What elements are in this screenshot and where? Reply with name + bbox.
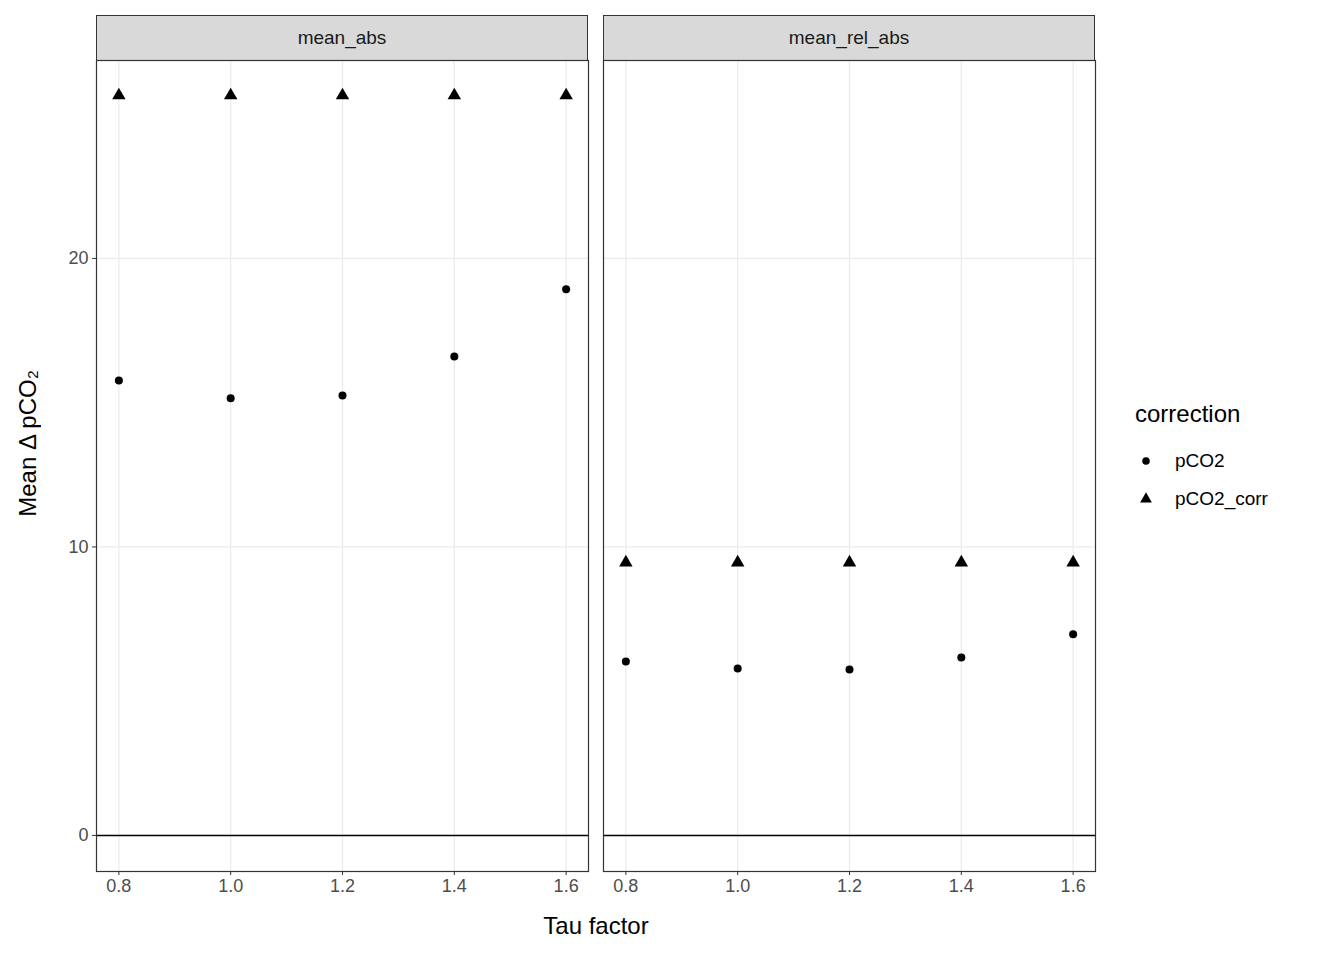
svg-text:1.0: 1.0 — [725, 876, 750, 896]
svg-text:1.6: 1.6 — [554, 876, 579, 896]
svg-text:10: 10 — [68, 537, 88, 557]
svg-text:1.2: 1.2 — [837, 876, 862, 896]
html-text:pCO2_corr: pCO2_corr — [1175, 488, 1268, 509]
svg-text:1.2: 1.2 — [330, 876, 355, 896]
svg-text:0.8: 0.8 — [106, 876, 131, 896]
html-text:Mean Δ pCO₂: Mean Δ pCO₂ — [14, 370, 41, 517]
html-text:mean_rel_abs: mean_rel_abs — [788, 27, 910, 48]
svg-text:1.0: 1.0 — [218, 876, 243, 896]
html-text:Tau factor: Tau factor — [543, 912, 649, 939]
html-text:correction: correction — [1135, 400, 1241, 427]
svg-text:1.4: 1.4 — [949, 876, 974, 896]
svg-text:1.6: 1.6 — [1061, 876, 1086, 896]
svg-text:0.8: 0.8 — [613, 876, 638, 896]
html-text:pCO2: pCO2 — [1175, 450, 1225, 471]
html-text:mean_abs: mean_abs — [297, 27, 387, 48]
svg-text:0: 0 — [78, 825, 88, 845]
svg-text:20: 20 — [68, 248, 88, 268]
svg-text:1.4: 1.4 — [442, 876, 467, 896]
